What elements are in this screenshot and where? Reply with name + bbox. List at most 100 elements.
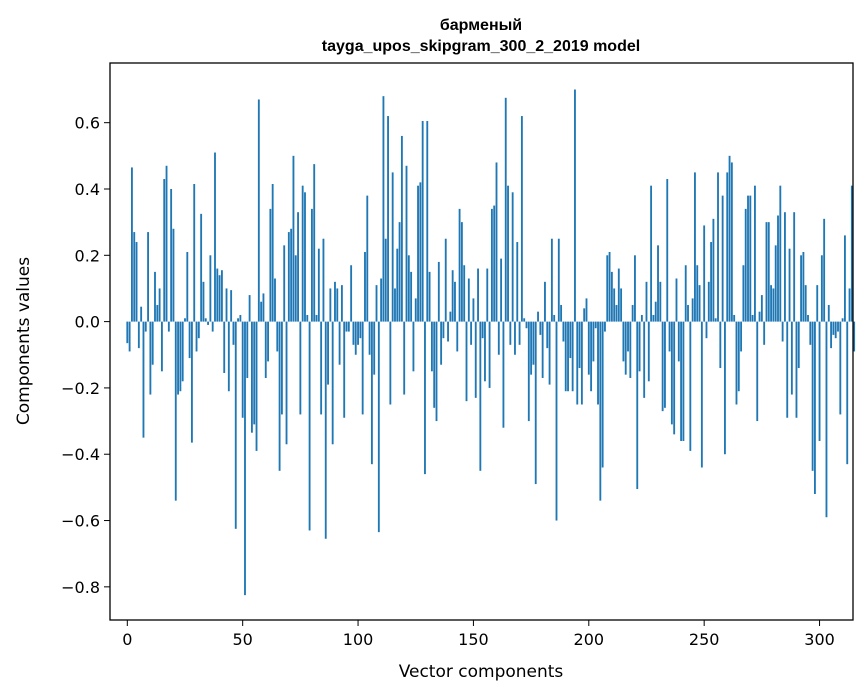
bar-72 xyxy=(292,155,295,322)
bar-7 xyxy=(142,321,145,438)
bar-31 xyxy=(197,321,200,339)
bar-243 xyxy=(687,305,689,322)
bar-306 xyxy=(832,321,835,335)
bar-286 xyxy=(786,321,789,418)
bar-166 xyxy=(509,321,512,345)
bar-53 xyxy=(248,295,251,322)
bar-54 xyxy=(250,321,253,433)
bar-184 xyxy=(550,238,553,322)
bar-152 xyxy=(477,268,479,322)
bar-241 xyxy=(682,321,685,441)
y-tick-label: 0.0 xyxy=(75,313,100,332)
bar-186 xyxy=(555,321,558,521)
bar-22 xyxy=(177,321,179,395)
bar-271 xyxy=(751,314,754,322)
bar-125 xyxy=(414,298,417,322)
bar-254 xyxy=(712,218,715,322)
bar-70 xyxy=(287,232,290,322)
bar-260 xyxy=(726,172,729,322)
bar-122 xyxy=(407,255,410,322)
bar-77 xyxy=(304,192,306,322)
bar-101 xyxy=(359,321,362,339)
bar-145 xyxy=(460,222,463,322)
bar-2 xyxy=(131,167,133,322)
bar-106 xyxy=(370,321,373,465)
bar-221 xyxy=(636,321,639,490)
bar-175 xyxy=(530,321,533,375)
bar-147 xyxy=(465,321,468,402)
x-tick-label: 50 xyxy=(232,630,252,649)
bar-192 xyxy=(569,321,572,359)
bar-33 xyxy=(202,281,205,322)
bar-24 xyxy=(181,321,184,382)
bar-74 xyxy=(297,212,299,322)
bar-244 xyxy=(689,321,692,451)
bar-311 xyxy=(844,235,846,322)
bar-262 xyxy=(730,162,733,322)
bar-84 xyxy=(320,321,323,415)
bar-83 xyxy=(317,248,320,322)
bar-234 xyxy=(666,179,669,322)
bar-41 xyxy=(220,270,223,322)
bar-272 xyxy=(754,185,756,322)
bar-246 xyxy=(694,172,696,322)
bar-75 xyxy=(299,321,302,415)
bar-112 xyxy=(384,238,387,322)
bar-121 xyxy=(405,165,408,322)
bar-36 xyxy=(209,255,212,322)
bar-148 xyxy=(467,278,470,322)
bar-110 xyxy=(380,278,383,322)
bar-27 xyxy=(188,321,191,359)
bar-245 xyxy=(691,298,694,322)
bar-302 xyxy=(823,218,826,322)
bar-208 xyxy=(606,255,609,322)
bar-257 xyxy=(719,321,722,369)
bar-117 xyxy=(396,248,399,322)
bars-group xyxy=(126,89,856,596)
bar-96 xyxy=(347,321,350,332)
bar-276 xyxy=(763,321,766,345)
y-tick-label: −0.6 xyxy=(61,512,100,531)
bar-29 xyxy=(193,184,196,322)
bar-64 xyxy=(274,278,276,322)
bar-133 xyxy=(433,321,436,408)
bar-45 xyxy=(230,290,233,322)
bar-138 xyxy=(444,238,447,322)
bar-282 xyxy=(777,215,779,322)
bar-57 xyxy=(257,99,260,322)
bar-220 xyxy=(634,255,636,322)
bar-151 xyxy=(474,321,477,398)
bar-217 xyxy=(627,321,629,352)
bar-160 xyxy=(495,162,498,322)
bar-137 xyxy=(442,321,445,339)
bar-285 xyxy=(784,212,786,322)
bar-142 xyxy=(454,281,456,322)
bar-167 xyxy=(511,192,514,322)
bar-227 xyxy=(650,185,653,322)
bar-180 xyxy=(541,321,544,378)
bar-259 xyxy=(724,321,726,455)
bar-91 xyxy=(336,288,339,322)
bar-190 xyxy=(564,321,567,392)
bar-287 xyxy=(788,248,791,322)
bar-126 xyxy=(417,185,419,322)
bar-127 xyxy=(419,182,422,322)
bar-82 xyxy=(315,314,318,322)
y-tick-label: 0.4 xyxy=(75,180,100,199)
bar-185 xyxy=(553,314,556,322)
bar-118 xyxy=(398,222,401,322)
bar-223 xyxy=(640,314,643,322)
bar-78 xyxy=(306,314,309,322)
bar-204 xyxy=(597,321,599,405)
y-tick-label: 0.2 xyxy=(75,246,100,265)
bar-209 xyxy=(608,251,611,322)
bar-13 xyxy=(156,305,159,322)
bar-273 xyxy=(756,321,759,422)
bar-240 xyxy=(680,321,683,441)
bar-26 xyxy=(186,251,189,322)
bar-47 xyxy=(234,321,237,529)
x-tick-label: 300 xyxy=(804,630,835,649)
bar-90 xyxy=(334,281,336,322)
bar-157 xyxy=(488,321,491,388)
y-tick-label: 0.6 xyxy=(75,114,100,133)
